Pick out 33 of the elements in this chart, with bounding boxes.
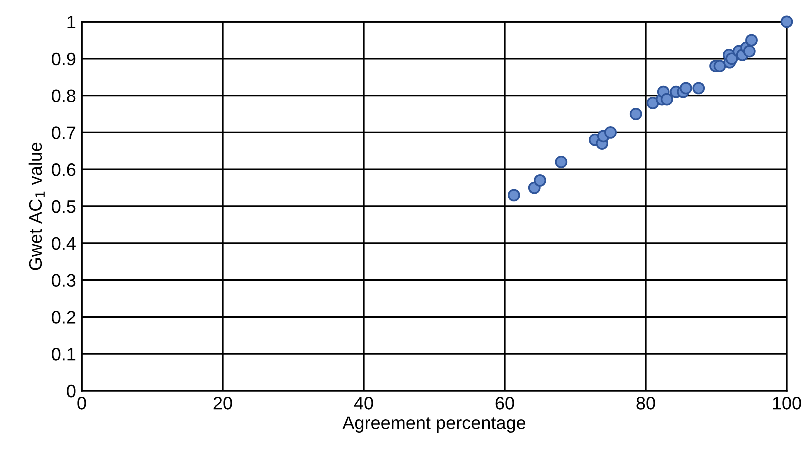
y-tick-label: 0.1 <box>52 348 76 361</box>
point <box>508 189 520 202</box>
point <box>604 126 617 139</box>
x-tick-label: 20 <box>214 397 232 410</box>
x-tick-label: 60 <box>496 397 514 410</box>
point <box>746 34 758 47</box>
y-tick-label: 0.8 <box>52 90 76 103</box>
point <box>714 60 726 72</box>
point <box>630 108 642 120</box>
point <box>680 82 692 95</box>
point <box>726 52 738 66</box>
y-tick-label: 0.5 <box>52 200 76 214</box>
y-tick-label: 0.6 <box>52 164 76 176</box>
y-tick-label: 0.9 <box>52 52 76 66</box>
x-tick-label: 100 <box>773 397 802 410</box>
y-axis-title: Gwet AC$_{1}$ value <box>28 142 45 270</box>
x-tick-label: 0 <box>78 397 86 410</box>
y-tick-label: 0.4 <box>52 237 76 250</box>
point <box>646 96 660 110</box>
x-axis-title: Agreement percentage <box>342 416 526 433</box>
point <box>692 82 706 95</box>
point <box>660 93 674 106</box>
point <box>780 16 794 28</box>
y-tick-label: 0 <box>67 384 76 398</box>
point <box>555 156 568 168</box>
point <box>534 174 546 187</box>
x-tick-label: 80 <box>636 397 656 410</box>
point <box>743 45 756 58</box>
y-tick-label: 1 <box>68 16 76 29</box>
y-tick-label: 0.7 <box>52 126 76 140</box>
y-tick-label: 0.3 <box>52 274 76 288</box>
y-tick-label: 0.2 <box>52 311 76 324</box>
x-tick-label: 40 <box>354 397 374 410</box>
